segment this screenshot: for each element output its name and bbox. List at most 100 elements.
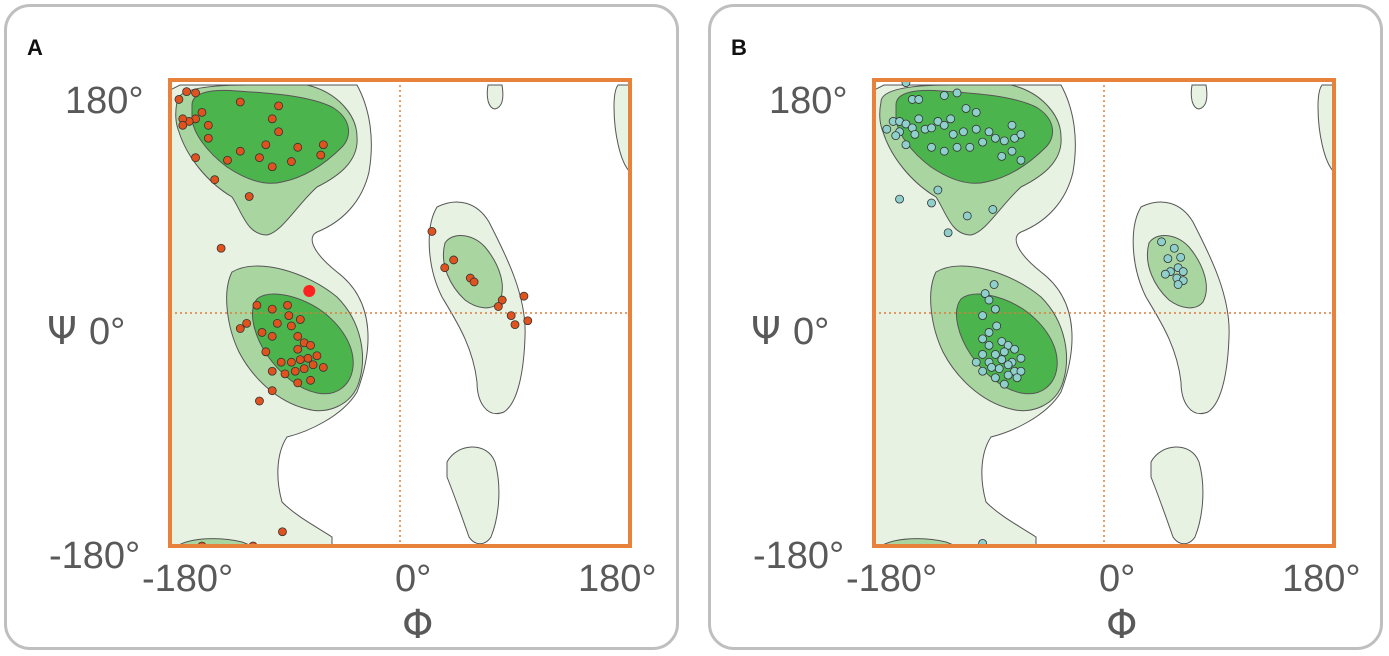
data-point <box>1176 252 1186 262</box>
data-point <box>989 280 999 289</box>
data-point <box>978 366 988 376</box>
allowed-region-edge-right <box>613 84 630 173</box>
data-point <box>895 194 904 204</box>
data-point <box>1010 344 1019 354</box>
x-axis-title: Φ <box>402 602 434 648</box>
data-point <box>965 142 975 152</box>
data-point <box>449 255 459 265</box>
data-point <box>235 324 245 333</box>
data-point <box>510 320 520 330</box>
data-point <box>999 347 1009 357</box>
data-point <box>235 97 245 107</box>
data-point <box>1163 254 1173 264</box>
data-point <box>971 357 981 367</box>
data-point <box>984 340 994 350</box>
data-point <box>990 133 1000 143</box>
data-point <box>1169 243 1179 253</box>
points-layer <box>882 80 1188 546</box>
data-point <box>1007 146 1017 156</box>
y-tick-label-mid: 0° <box>793 311 830 353</box>
data-point <box>257 328 267 337</box>
data-point <box>943 228 953 238</box>
data-point <box>261 140 271 150</box>
data-point <box>978 334 988 344</box>
data-point <box>1160 269 1170 279</box>
data-point <box>286 321 296 331</box>
data-point <box>295 355 305 365</box>
data-point <box>933 185 943 195</box>
data-point <box>216 243 226 253</box>
y-axis-symbol: Ψ <box>751 309 793 353</box>
data-point <box>318 140 328 150</box>
data-point <box>1016 155 1026 165</box>
data-point <box>1007 120 1017 130</box>
panel-a: A 180° Ψ 0° -180° -180° 0° 180° Φ <box>4 4 679 650</box>
data-point <box>1012 373 1022 383</box>
y-tick-label-bottom: -180° <box>753 535 845 577</box>
data-point <box>980 289 990 298</box>
data-point <box>318 362 328 372</box>
data-point <box>280 369 290 379</box>
data-point <box>992 321 1002 331</box>
data-point <box>267 304 277 314</box>
panel-b: B 180° Ψ 0° -180° -180° 0° 180° Φ <box>708 4 1383 650</box>
data-point <box>971 124 981 134</box>
x-axis-title: Φ <box>1106 602 1138 648</box>
data-point <box>203 133 213 143</box>
data-point <box>946 114 956 124</box>
data-point <box>493 302 503 311</box>
x-tick-label-left: -180° <box>142 558 234 600</box>
data-point <box>910 129 920 139</box>
data-point <box>306 340 315 350</box>
data-point <box>1016 129 1026 139</box>
x-tick-label-right: 180° <box>578 558 657 600</box>
data-point <box>927 123 936 133</box>
data-point <box>316 150 326 160</box>
data-point <box>469 277 479 287</box>
data-point <box>984 127 994 137</box>
data-point <box>244 192 254 201</box>
data-point <box>999 379 1009 389</box>
data-point <box>293 344 303 354</box>
ramachandran-plot <box>168 78 632 548</box>
data-point <box>1173 280 1183 289</box>
data-point <box>267 114 277 124</box>
y-axis-symbol: Ψ <box>47 309 89 353</box>
y-tick-label-top: 180° <box>65 80 144 122</box>
data-point <box>267 331 277 341</box>
data-point <box>1178 267 1188 276</box>
data-point <box>927 198 936 208</box>
data-point <box>519 291 529 301</box>
data-point <box>1003 340 1013 350</box>
data-point <box>948 129 958 139</box>
data-point <box>293 331 303 341</box>
allowed-region-right-low <box>446 446 500 545</box>
data-point <box>1016 366 1026 376</box>
allowed-region-right-low <box>1150 446 1204 545</box>
highlighted-point <box>303 284 316 297</box>
data-point <box>914 95 924 104</box>
data-point <box>235 146 245 156</box>
data-point <box>290 366 300 376</box>
data-point <box>994 364 1004 374</box>
data-point <box>197 107 207 117</box>
data-point <box>952 88 962 98</box>
data-point <box>978 311 988 320</box>
data-point <box>278 527 287 537</box>
data-point <box>990 350 1000 359</box>
data-point <box>978 350 988 359</box>
data-point <box>182 87 192 97</box>
allowed-region-right-mid <box>428 201 526 415</box>
ramachandran-plot <box>872 78 1336 548</box>
data-point <box>1003 360 1013 370</box>
data-point <box>283 300 292 310</box>
x-tick-label-mid: 0° <box>1099 558 1136 600</box>
data-point <box>1010 133 1019 143</box>
data-point <box>210 175 220 185</box>
panel-label: A <box>27 35 43 60</box>
data-point <box>506 311 516 320</box>
data-point <box>306 375 315 385</box>
data-point <box>255 153 264 163</box>
allowed-region-top-right <box>1190 84 1208 110</box>
data-point <box>267 386 277 396</box>
